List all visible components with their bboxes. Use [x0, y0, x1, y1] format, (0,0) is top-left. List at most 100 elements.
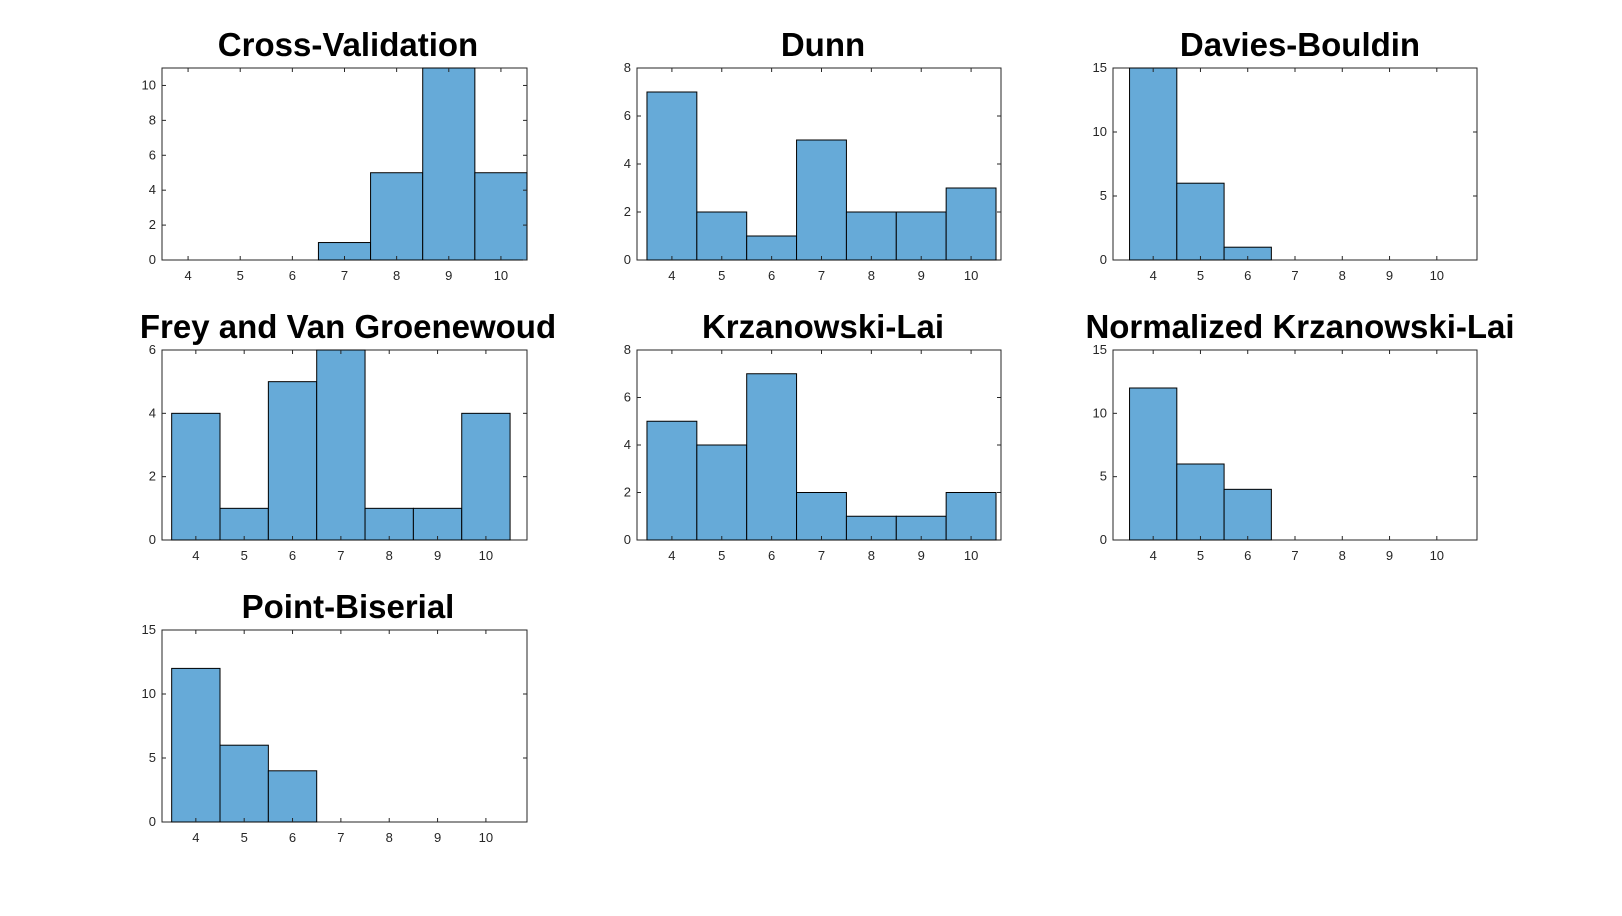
x-tick-label: 10 — [1430, 268, 1444, 283]
y-tick-label: 15 — [1093, 342, 1107, 357]
x-tick-label: 9 — [1386, 268, 1393, 283]
x-tick-label: 7 — [337, 548, 344, 563]
histogram-panel: 4 5 6 7 8 9 10 0 2 4 6 8 Krzanowski-Lai — [624, 308, 1002, 563]
histogram-bar — [1129, 387, 1178, 541]
histogram-bar — [364, 507, 414, 541]
y-tick-label: 2 — [624, 485, 631, 500]
chart-title: Normalized Krzanowski-Lai — [1085, 308, 1514, 345]
x-tick-label: 5 — [718, 268, 725, 283]
y-tick-label: 10 — [142, 686, 156, 701]
x-tick-label: 6 — [289, 830, 296, 845]
y-tick-label: 15 — [142, 622, 156, 637]
y-tick-label: 6 — [149, 147, 156, 162]
x-tick-label: 10 — [964, 268, 978, 283]
y-tick-label: 0 — [1100, 252, 1107, 267]
y-tick-label: 15 — [1093, 60, 1107, 75]
y-tick-label: 0 — [624, 252, 631, 267]
y-tick-label: 2 — [149, 217, 156, 232]
histogram-bar — [945, 187, 997, 261]
x-tick-label: 6 — [768, 548, 775, 563]
y-tick-label: 10 — [1093, 124, 1107, 139]
histogram-bar — [171, 412, 221, 541]
histogram-bar — [267, 770, 318, 823]
x-tick-label: 7 — [337, 830, 344, 845]
x-tick-label: 5 — [1197, 268, 1204, 283]
histogram-bar — [746, 373, 798, 541]
histogram-bar — [474, 172, 528, 261]
histogram-bar — [1176, 463, 1225, 541]
x-tick-label: 5 — [718, 548, 725, 563]
histogram-bar — [796, 139, 847, 261]
histogram-bar — [895, 211, 947, 261]
y-tick-label: 5 — [1100, 469, 1107, 484]
histogram-bar — [219, 744, 269, 823]
y-tick-label: 5 — [1100, 188, 1107, 203]
x-tick-label: 5 — [1197, 548, 1204, 563]
x-tick-label: 4 — [1150, 548, 1157, 563]
y-tick-label: 0 — [149, 532, 156, 547]
y-tick-label: 0 — [1100, 532, 1107, 547]
y-tick-label: 2 — [149, 469, 156, 484]
x-tick-label: 8 — [868, 548, 875, 563]
x-tick-label: 5 — [241, 830, 248, 845]
x-tick-label: 8 — [1339, 268, 1346, 283]
x-tick-label: 10 — [479, 548, 493, 563]
histogram-bar — [696, 211, 748, 261]
chart-title: Cross-Validation — [218, 26, 478, 63]
x-tick-label: 10 — [964, 548, 978, 563]
y-tick-label: 8 — [149, 112, 156, 127]
x-tick-label: 5 — [241, 548, 248, 563]
histogram-bar — [646, 420, 698, 541]
x-tick-label: 4 — [1150, 268, 1157, 283]
x-tick-label: 9 — [434, 830, 441, 845]
x-tick-label: 7 — [818, 268, 825, 283]
x-tick-label: 10 — [1430, 548, 1444, 563]
y-tick-label: 4 — [149, 405, 156, 420]
y-tick-label: 6 — [624, 108, 631, 123]
histogram-bar — [646, 91, 698, 261]
x-tick-label: 7 — [1291, 268, 1298, 283]
x-tick-label: 9 — [445, 268, 452, 283]
y-tick-label: 0 — [149, 814, 156, 829]
histogram-panel: 4 5 6 7 8 9 10 0 5 10 15 Point-Biserial — [142, 588, 528, 845]
x-tick-label: 5 — [237, 268, 244, 283]
x-tick-label: 6 — [289, 548, 296, 563]
x-tick-label: 8 — [1339, 548, 1346, 563]
x-tick-label: 6 — [1244, 548, 1251, 563]
x-tick-label: 8 — [386, 830, 393, 845]
x-tick-label: 4 — [192, 548, 199, 563]
y-tick-label: 8 — [624, 342, 631, 357]
y-tick-label: 5 — [149, 750, 156, 765]
x-tick-label: 7 — [1291, 548, 1298, 563]
x-tick-label: 8 — [868, 268, 875, 283]
histogram-bar — [422, 67, 476, 261]
y-tick-label: 2 — [624, 204, 631, 219]
chart-title: Krzanowski-Lai — [702, 308, 944, 345]
histogram-bar — [219, 507, 269, 541]
histogram-bar — [370, 172, 424, 261]
x-tick-label: 9 — [918, 268, 925, 283]
y-tick-label: 4 — [624, 437, 631, 452]
x-tick-label: 9 — [1386, 548, 1393, 563]
x-tick-label: 6 — [768, 268, 775, 283]
histogram-bar — [1129, 67, 1178, 261]
y-tick-label: 4 — [149, 182, 156, 197]
x-tick-label: 9 — [434, 548, 441, 563]
histogram-bar — [796, 492, 847, 541]
x-tick-label: 4 — [192, 830, 199, 845]
x-tick-label: 8 — [393, 268, 400, 283]
histogram-bar — [171, 667, 221, 823]
chart-title: Dunn — [781, 26, 865, 63]
histogram-bar — [461, 412, 511, 541]
y-tick-label: 0 — [149, 252, 156, 267]
y-tick-label: 10 — [142, 77, 156, 92]
x-tick-label: 4 — [184, 268, 191, 283]
x-tick-label: 6 — [289, 268, 296, 283]
x-tick-label: 7 — [818, 548, 825, 563]
y-tick-label: 0 — [624, 532, 631, 547]
y-tick-label: 8 — [624, 60, 631, 75]
y-tick-label: 6 — [624, 390, 631, 405]
histogram-panel: 4 5 6 7 8 9 10 0 2 4 6 8 10 Cross-Validation — [142, 26, 528, 283]
